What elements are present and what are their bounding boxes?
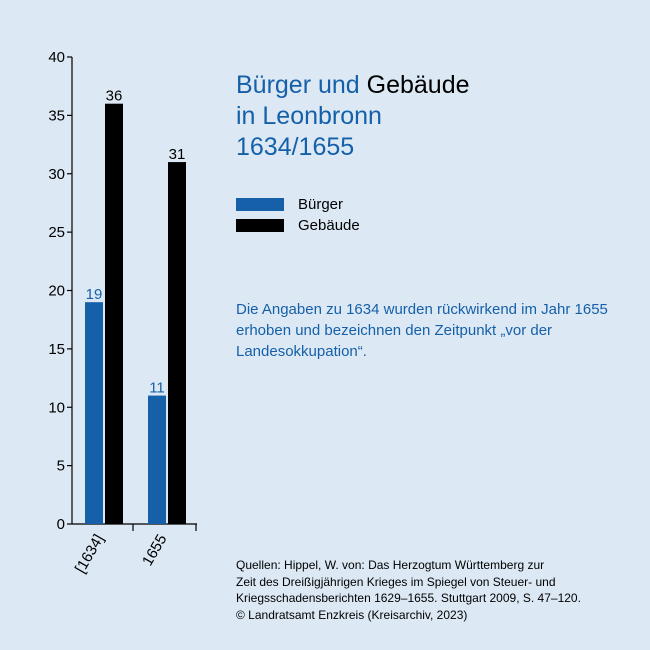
title-line-years: 1634/1655 bbox=[236, 133, 355, 161]
data-label: 19 bbox=[86, 286, 103, 303]
y-tick-label: 25 bbox=[48, 224, 65, 241]
y-tick-label: 40 bbox=[48, 49, 65, 66]
x-tick-label: [1634] bbox=[72, 532, 108, 577]
bar-buerger bbox=[85, 302, 103, 524]
source-line: Kriegsschadensberichten 1629–1655. Stutt… bbox=[236, 591, 581, 605]
source-line: Quellen: Hippel, W. von: Das Herzogtum W… bbox=[236, 558, 545, 572]
legend-swatch-buerger bbox=[236, 198, 284, 211]
data-label: 31 bbox=[169, 146, 186, 163]
legend: Bürger Gebäude bbox=[236, 194, 360, 236]
bar-buerger bbox=[148, 395, 166, 524]
copyright-line: © Landratsamt Enzkreis (Kreisarchiv, 202… bbox=[236, 607, 468, 622]
legend-item-gebaeude: Gebäude bbox=[236, 215, 360, 236]
y-tick-label: 15 bbox=[48, 341, 65, 358]
data-label: 36 bbox=[106, 88, 123, 105]
legend-swatch-gebaeude bbox=[236, 219, 284, 232]
y-tick-label: 35 bbox=[48, 107, 65, 124]
legend-item-buerger: Bürger bbox=[236, 194, 360, 215]
data-label: 11 bbox=[149, 380, 165, 397]
x-tick-label: 1655 bbox=[139, 532, 170, 569]
y-tick-label: 10 bbox=[48, 399, 65, 416]
y-tick-label: 20 bbox=[48, 283, 65, 300]
sources: Quellen: Hippel, W. von: Das Herzogtum W… bbox=[236, 557, 646, 623]
bar-gebaeude bbox=[168, 162, 186, 524]
title-part-buerger: Bürger und bbox=[236, 71, 367, 99]
source-line: Zeit des Dreißigjährigen Krieges im Spie… bbox=[236, 574, 556, 589]
legend-label-gebaeude: Gebäude bbox=[298, 217, 360, 234]
title-part-gebaeude: Gebäude bbox=[366, 71, 470, 99]
chart-title: Bürger und Gebäude in Leonbronn 1634/165… bbox=[236, 70, 470, 163]
legend-label-buerger: Bürger bbox=[298, 196, 344, 213]
y-tick-label: 30 bbox=[48, 166, 65, 183]
y-tick-label: 0 bbox=[57, 516, 65, 533]
note-text: Die Angaben zu 1634 wurden rückwirkend i… bbox=[236, 301, 608, 360]
title-line-place: in Leonbronn bbox=[236, 102, 382, 130]
bar-gebaeude bbox=[105, 103, 123, 524]
y-tick-label: 5 bbox=[57, 458, 65, 475]
